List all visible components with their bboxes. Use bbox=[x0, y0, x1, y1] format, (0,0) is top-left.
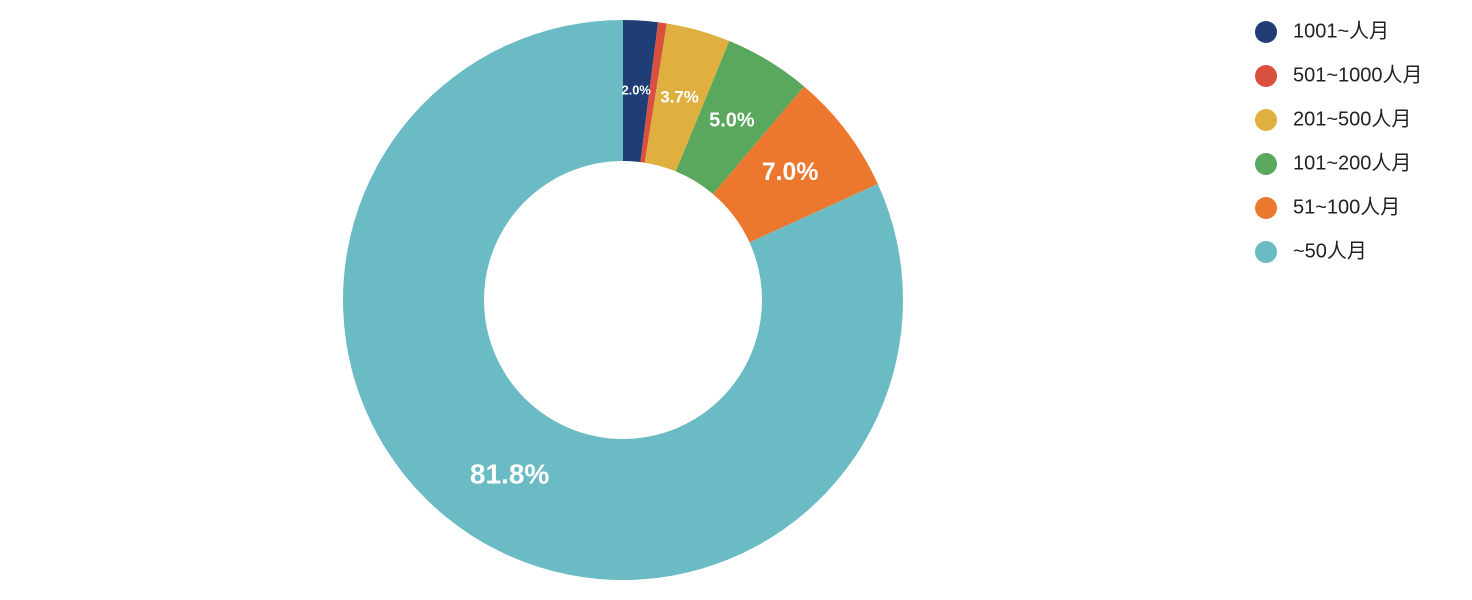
data-label: 2.0% bbox=[622, 82, 652, 97]
legend-marker bbox=[1255, 109, 1277, 131]
pie-slice bbox=[644, 23, 730, 172]
pie-slice bbox=[342, 20, 904, 580]
legend-label: 1001~人月 bbox=[1293, 19, 1389, 42]
legend-label: 51~100人月 bbox=[1293, 195, 1400, 218]
legend-label: ~50人月 bbox=[1293, 239, 1367, 262]
legend-marker bbox=[1255, 153, 1277, 175]
legend-marker bbox=[1255, 21, 1277, 43]
pie-slice bbox=[623, 20, 659, 163]
data-label: 81.8% bbox=[470, 459, 549, 490]
legend-marker bbox=[1255, 197, 1277, 219]
legend-label: 101~200人月 bbox=[1293, 151, 1411, 174]
pie-slice bbox=[712, 86, 878, 243]
legend-label: 201~500人月 bbox=[1293, 107, 1411, 130]
legend-label: 501~1000人月 bbox=[1293, 63, 1423, 86]
pie-slice bbox=[675, 40, 805, 195]
legend-marker bbox=[1255, 65, 1277, 87]
data-label: 7.0% bbox=[762, 159, 819, 186]
data-label: 5.0% bbox=[709, 109, 755, 131]
pie-slice bbox=[640, 22, 667, 163]
legend-marker bbox=[1255, 241, 1277, 263]
data-label: 3.7% bbox=[660, 88, 698, 107]
